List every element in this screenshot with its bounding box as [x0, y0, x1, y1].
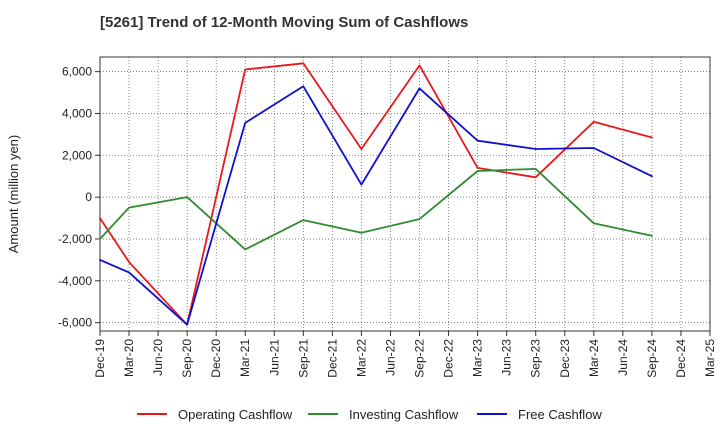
y-tick-label: 4,000 — [62, 106, 92, 120]
x-tick-label: Sep-20 — [180, 339, 194, 378]
x-tick-label: Sep-24 — [645, 339, 659, 378]
x-tick-label: Sep-22 — [413, 339, 427, 378]
x-tick-label: Mar-20 — [122, 339, 136, 377]
x-tick-label: Mar-22 — [354, 339, 368, 377]
investing-cashflow-legend-label: Investing Cashflow — [349, 407, 459, 422]
x-tick-label: Mar-24 — [587, 339, 601, 377]
x-tick-label: Jun-20 — [151, 339, 165, 376]
y-tick-label: -6,000 — [58, 316, 92, 330]
x-tick-label: Dec-24 — [674, 339, 688, 378]
x-tick-label: Dec-19 — [93, 339, 107, 378]
x-tick-label: Mar-25 — [703, 339, 717, 377]
x-tick-label: Dec-23 — [558, 339, 572, 378]
y-tick-label: 2,000 — [62, 148, 92, 162]
x-tick-label: Sep-21 — [296, 339, 310, 378]
x-tick-label: Sep-23 — [529, 339, 543, 378]
investing-cashflow-line — [99, 167, 653, 251]
x-tick-label: Mar-23 — [471, 339, 485, 377]
series-lines — [99, 62, 653, 326]
plot-background — [100, 57, 710, 331]
y-tick-labels: -6,000 -4,000 -2,000 0 2,000 4,000 6,000 — [58, 65, 100, 330]
y-tick-label: 6,000 — [62, 65, 92, 79]
free-cashflow-line — [99, 85, 653, 326]
x-tick-label: Jun-23 — [500, 339, 514, 376]
grid — [99, 57, 711, 331]
x-tick-label: Dec-21 — [325, 339, 339, 378]
x-tick-label: Jun-22 — [383, 339, 397, 376]
x-tick-label: Dec-22 — [442, 339, 456, 378]
legend: Operating Cashflow Investing Cashflow Free… — [137, 407, 602, 422]
y-tick-label: -2,000 — [58, 232, 92, 246]
x-tick-label: Jun-24 — [616, 339, 630, 376]
y-axis-label: Amount (million yen) — [6, 135, 21, 254]
x-tick-labels: Dec-19 Mar-20 Jun-20 Sep-20 Dec-20 Mar-21 Jun-… — [93, 331, 717, 378]
chart-title: [5261] Trend of 12-Month Moving Sum of C… — [100, 14, 469, 31]
operating-cashflow-legend-label: Operating Cashflow — [178, 407, 293, 422]
y-tick-label: 0 — [85, 190, 92, 204]
free-cashflow-legend-label: Free Cashflow — [518, 407, 602, 422]
operating-cashflow-line — [99, 62, 653, 326]
x-tick-label: Dec-20 — [209, 339, 223, 378]
y-tick-label: -4,000 — [58, 274, 92, 288]
x-tick-label: Mar-21 — [238, 339, 252, 377]
axes — [99, 56, 711, 332]
plot-area — [100, 57, 710, 331]
x-tick-label: Jun-21 — [267, 339, 281, 376]
plot-frame — [99, 56, 711, 332]
